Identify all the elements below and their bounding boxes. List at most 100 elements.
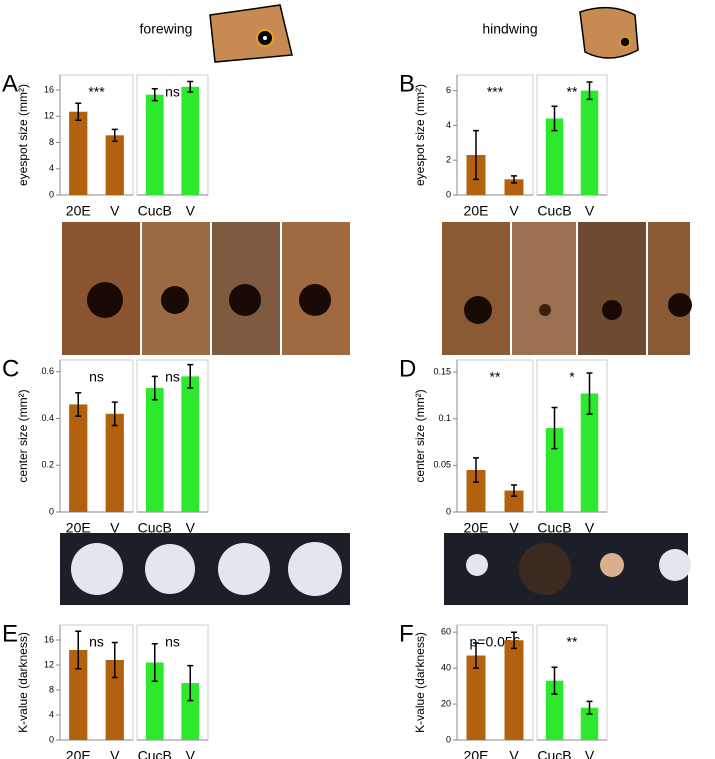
- bar: [580, 90, 599, 195]
- y-tick-label: 8: [49, 684, 54, 694]
- y-tick-label: 0.05: [433, 460, 451, 470]
- photo-spot: [229, 284, 261, 316]
- x-tick-label: V: [186, 520, 196, 536]
- x-tick-label: 20E: [464, 203, 489, 219]
- bar: [105, 660, 124, 740]
- y-tick-label: 0.6: [41, 366, 54, 376]
- bar: [545, 118, 564, 195]
- bar: [504, 490, 524, 512]
- error-bar: [111, 128, 118, 142]
- error-bar: [75, 102, 82, 121]
- significance: **: [567, 84, 578, 100]
- error-bar: [511, 484, 517, 497]
- error-bar: [586, 81, 593, 101]
- bar: [145, 388, 164, 512]
- bar: [69, 650, 88, 740]
- error-bar: [151, 643, 158, 682]
- error-bar: [151, 375, 158, 401]
- photo-spot: [145, 544, 195, 594]
- y-tick-label: 0: [446, 506, 451, 516]
- x-tick-label: V: [186, 748, 196, 759]
- y-tick-label: 16: [44, 634, 54, 644]
- error-bar: [111, 641, 118, 679]
- y-axis-label: eyespot size (mm²): [16, 84, 30, 186]
- photo-spot: [659, 549, 691, 581]
- header-label: forewing: [140, 21, 193, 37]
- bar: [504, 640, 524, 740]
- x-tick-label: V: [509, 748, 519, 759]
- bar: [580, 393, 599, 512]
- bar: [181, 683, 200, 740]
- y-tick-label: 4: [446, 120, 451, 130]
- error-bar: [75, 630, 82, 670]
- y-tick-label: 0: [49, 189, 54, 199]
- y-tick-label: 4: [49, 709, 54, 719]
- x-tick-label: V: [186, 203, 196, 219]
- photo-spot: [299, 284, 331, 316]
- significance: ns: [165, 369, 180, 385]
- y-tick-label: 0.2: [41, 460, 54, 470]
- error-bar: [75, 391, 82, 417]
- error-bar: [551, 666, 558, 695]
- error-bar: [511, 631, 517, 650]
- panel-label: F: [399, 620, 414, 647]
- photo-spot: [464, 296, 492, 324]
- significance: **: [567, 634, 578, 650]
- bar: [545, 428, 564, 512]
- photo-spot: [668, 293, 692, 317]
- error-bar: [473, 457, 479, 483]
- x-tick-label: V: [509, 520, 519, 536]
- photo-spot: [161, 286, 189, 314]
- y-tick-label: 0: [446, 734, 451, 744]
- bar: [69, 111, 88, 195]
- y-tick-label: 12: [44, 659, 54, 669]
- x-tick-label: V: [110, 520, 120, 536]
- x-tick-label: CucB: [138, 748, 172, 759]
- significance: ***: [88, 84, 105, 100]
- y-tick-label: 0.15: [433, 366, 451, 376]
- y-tick-label: 0: [49, 506, 54, 516]
- error-bar: [586, 372, 593, 415]
- eyespot-icon: [263, 36, 267, 40]
- error-bar: [187, 363, 194, 389]
- bar: [105, 135, 124, 195]
- error-bar: [187, 664, 194, 702]
- bar: [181, 376, 200, 512]
- panel-label: A: [2, 70, 18, 97]
- bar: [504, 179, 524, 195]
- panel-label: D: [399, 355, 416, 382]
- panel-label: B: [399, 70, 415, 97]
- y-tick-label: 2: [446, 155, 451, 165]
- error-bar: [551, 105, 558, 132]
- significance: ns: [165, 84, 180, 100]
- photo: [648, 222, 690, 355]
- bar: [105, 413, 124, 512]
- x-tick-label: 20E: [66, 203, 91, 219]
- photo-spot: [71, 543, 123, 595]
- x-tick-label: 20E: [464, 748, 489, 759]
- photo-spot: [466, 554, 488, 576]
- x-tick-label: V: [585, 203, 595, 219]
- y-tick-label: 0: [446, 189, 451, 199]
- y-axis-label: K-value (darkness): [413, 632, 427, 733]
- bar: [580, 707, 599, 740]
- photo-spot: [87, 282, 123, 318]
- forewing-icon: [209, 4, 293, 63]
- x-tick-label: V: [509, 203, 519, 219]
- y-axis-label: eyespot size (mm²): [413, 84, 427, 186]
- header-label: hindwing: [482, 21, 537, 37]
- panel-label: C: [2, 355, 19, 382]
- eyespot-icon: [619, 36, 631, 48]
- error-bar: [511, 175, 517, 184]
- x-tick-label: CucB: [537, 203, 571, 219]
- significance: *: [569, 369, 575, 385]
- x-tick-label: V: [585, 748, 595, 759]
- y-tick-label: 12: [44, 111, 54, 121]
- photo: [442, 222, 510, 355]
- photo-spot: [218, 543, 270, 595]
- y-axis-label: center size (mm²): [413, 389, 427, 482]
- bar: [145, 662, 164, 740]
- y-tick-label: 0.4: [41, 413, 54, 423]
